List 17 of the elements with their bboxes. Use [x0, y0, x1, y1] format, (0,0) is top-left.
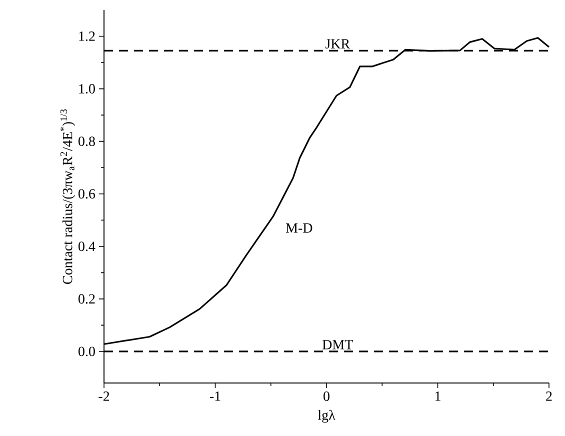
y-tick-label: 0.8: [78, 136, 95, 146]
y-tick-label: 0.0: [78, 346, 95, 356]
y-tick-label: 0.2: [78, 294, 95, 304]
y-tick-label: 0.4: [78, 242, 96, 252]
ref-line-label: DMT: [322, 340, 353, 350]
ref-line-label: JKR: [325, 39, 350, 49]
x-axis-title: lgλ: [318, 410, 336, 423]
y-tick-label: 1.0: [79, 84, 95, 94]
y-axis-title: Contact radius/(3πw$_{a}$R$^{2}$/4E$^{*}$)$^{1/3}$: [60, 109, 76, 284]
y-tick-label: 1.2: [79, 32, 95, 41]
x-tick-label: -2: [98, 392, 110, 401]
y-tick-label: 0.6: [78, 189, 96, 199]
x-tick-label: -1: [210, 392, 220, 401]
x-tick-label: 1: [435, 392, 440, 401]
series-label: M-D: [286, 223, 312, 233]
x-tick-label: 0: [324, 392, 330, 401]
x-tick-label: 2: [546, 392, 552, 401]
